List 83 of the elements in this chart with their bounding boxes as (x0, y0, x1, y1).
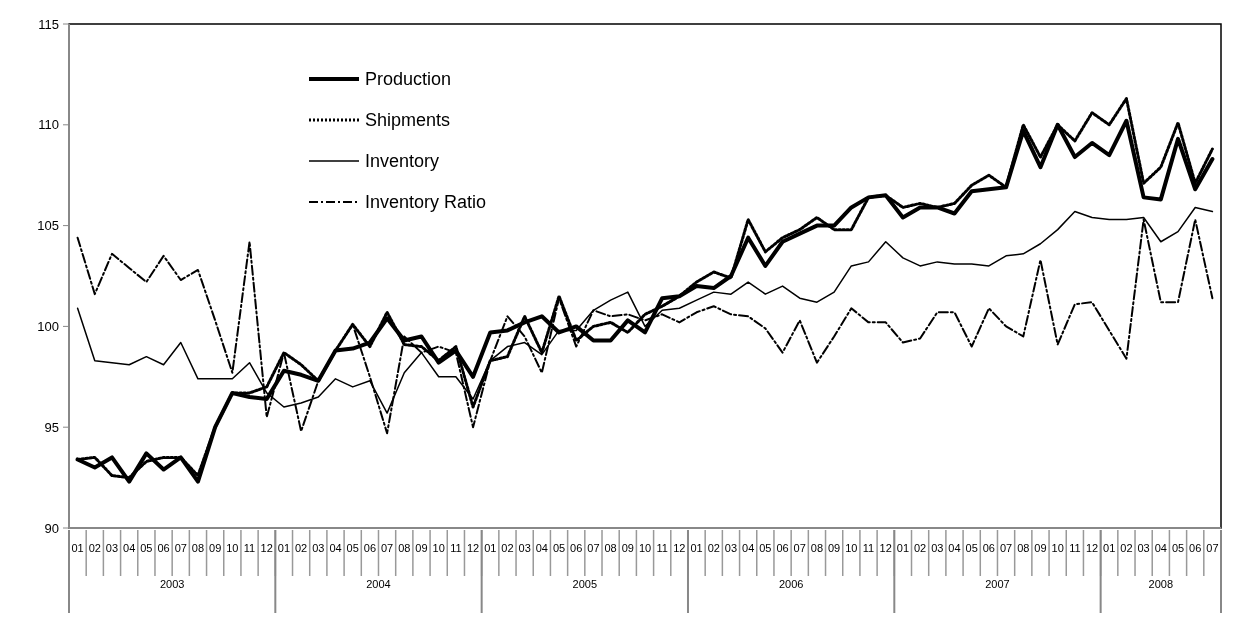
x-tick-label: 12 (1085, 542, 1099, 554)
x-tick-label: 04 (123, 542, 136, 554)
x-tick-label: 06 (982, 542, 996, 554)
x-tick-label: 02 (707, 542, 720, 554)
y-tick-label: 115 (38, 16, 59, 32)
x-tick-label: 03 (1137, 542, 1150, 554)
x-tick-label: 05 (140, 542, 153, 554)
x-tick-label: 06 (157, 542, 170, 554)
x-tick-label: 12 (879, 542, 892, 554)
x-tick-label: 07 (380, 542, 394, 554)
x-tick-label: 06 (1189, 542, 1202, 554)
x-tick-label: 11 (862, 542, 875, 554)
y-tick-label: 110 (38, 117, 59, 133)
x-tick-label: 09 (415, 542, 428, 554)
x-tick-label: 04 (329, 542, 342, 554)
legend-label: Shipments (365, 110, 451, 131)
x-tick-label: 02 (501, 542, 514, 554)
x-tick-label: 01 (1103, 542, 1116, 554)
x-tick-label: 01 (71, 542, 84, 554)
x-tick-label: 11 (656, 542, 668, 554)
y-tick-label: 95 (44, 419, 59, 435)
x-tick-label: 03 (105, 542, 119, 554)
x2-tick-label: 2005 (572, 578, 598, 590)
x-tick-label: 02 (294, 542, 308, 554)
x-tick-label: 07 (1206, 542, 1219, 554)
x-tick-label: 02 (913, 542, 927, 554)
x-tick-label: 05 (552, 542, 566, 554)
x-tick-label: 10 (1051, 542, 1064, 554)
x-tick-label: 10 (638, 542, 652, 554)
x-tick-label: 10 (432, 542, 445, 554)
y-tick-label: 105 (37, 218, 59, 234)
x2-tick-label: 2006 (778, 578, 804, 590)
x-tick-label: 07 (999, 542, 1013, 554)
x-tick-label: 08 (191, 542, 205, 554)
x-tick-label: 06 (363, 542, 377, 554)
x-tick-label: 10 (226, 542, 239, 554)
x2-tick-label: 2003 (159, 578, 185, 590)
x-tick-label: 06 (570, 542, 583, 554)
x-tick-label: 06 (776, 542, 789, 554)
x-tick-label: 12 (673, 542, 686, 554)
x-tick-label: 09 (1034, 542, 1047, 554)
x-tick-label: 11 (450, 542, 462, 554)
x-tick-label: 03 (724, 542, 738, 554)
x-tick-label: 07 (793, 542, 806, 554)
x-tick-label: 05 (759, 542, 772, 554)
legend-label: Inventory Ratio (365, 192, 487, 213)
x-tick-label: 04 (948, 542, 961, 554)
x-tick-label: 02 (1120, 542, 1133, 554)
x-tick-label: 04 (535, 542, 548, 554)
x-tick-label: 08 (1017, 542, 1030, 554)
y-tick-label: 100 (37, 318, 59, 334)
x-tick-label: 08 (810, 542, 824, 554)
x-tick-label: 09 (209, 542, 222, 554)
x-tick-label: 04 (742, 542, 755, 554)
y-tick-label: 90 (44, 520, 59, 536)
x-tick-label: 05 (346, 542, 359, 554)
x-tick-label: 09 (621, 542, 634, 554)
x-tick-label: 05 (1171, 542, 1185, 554)
x-tick-label: 11 (243, 542, 256, 554)
x2-tick-label: 2004 (366, 578, 391, 590)
x-tick-label: 01 (896, 542, 910, 554)
legend-label: Inventory (365, 151, 440, 172)
x-tick-label: 07 (174, 542, 187, 554)
x-tick-label: 03 (312, 542, 325, 554)
x-tick-label: 08 (604, 542, 617, 554)
x-tick-label: 01 (690, 542, 703, 554)
legend-label: Production (365, 69, 452, 90)
x-tick-label: 04 (1154, 542, 1167, 554)
x-tick-label: 11 (1069, 542, 1081, 554)
x2-tick-label: 2007 (985, 578, 1010, 590)
x-tick-label: 03 (931, 542, 944, 554)
x2-tick-label: 2008 (1148, 578, 1174, 590)
x-tick-label: 05 (965, 542, 978, 554)
x-tick-label: 02 (88, 542, 101, 554)
x-tick-label: 08 (398, 542, 411, 554)
x-tick-label: 01 (484, 542, 497, 554)
x-tick-label: 09 (828, 542, 841, 554)
x-tick-label: 10 (845, 542, 858, 554)
x-tick-label: 07 (587, 542, 600, 554)
x-tick-label: 03 (518, 542, 531, 554)
x-tick-label: 12 (260, 542, 273, 554)
x-tick-label: 01 (277, 542, 291, 554)
x-tick-label: 12 (466, 542, 480, 554)
